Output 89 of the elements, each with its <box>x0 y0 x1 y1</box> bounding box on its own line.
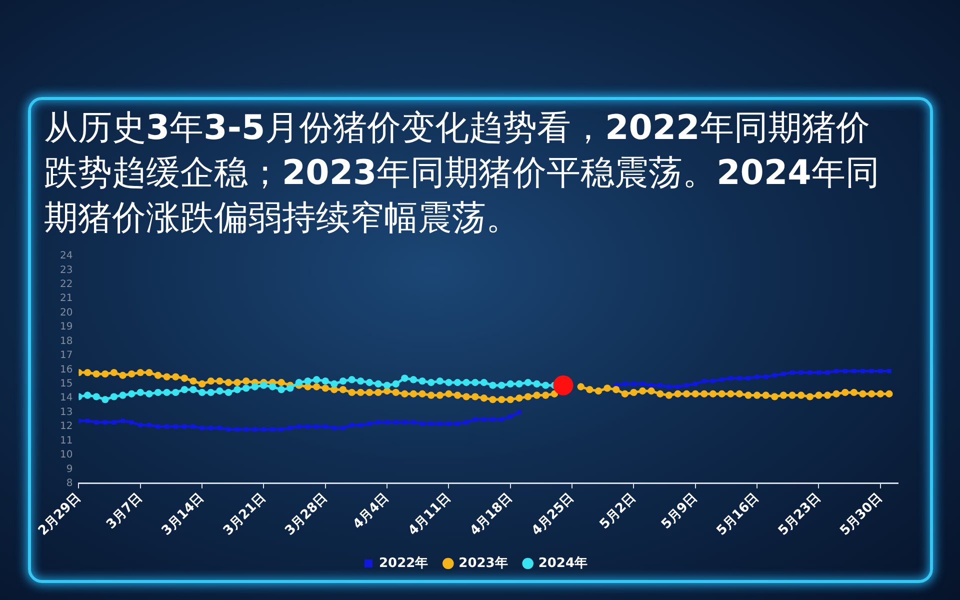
point <box>418 377 426 385</box>
point <box>286 384 294 392</box>
point <box>454 378 462 386</box>
point <box>533 380 540 388</box>
point <box>234 386 241 394</box>
point <box>392 380 400 388</box>
point <box>348 376 356 384</box>
point <box>524 378 532 386</box>
point <box>480 378 488 386</box>
x-tick-label: 3月7日 <box>104 490 146 532</box>
point <box>542 382 550 389</box>
point <box>268 383 276 390</box>
point <box>401 374 408 382</box>
point <box>163 388 170 396</box>
y-tick-label: 23 <box>60 264 73 276</box>
x-tick-label: 5月2日 <box>597 490 639 532</box>
y-tick-label: 8 <box>66 478 73 489</box>
x-tick-label: 5月23日 <box>776 490 824 539</box>
point <box>84 392 92 399</box>
point <box>489 382 496 389</box>
legend-label: 2023年 <box>458 556 508 571</box>
x-tick-label: 3月28日 <box>282 490 331 539</box>
y-tick-label: 13 <box>60 406 73 418</box>
point <box>295 378 303 386</box>
point <box>330 380 338 388</box>
point <box>180 386 188 394</box>
y-tick-label: 16 <box>60 364 73 376</box>
point <box>553 375 574 396</box>
x-tick-label: 4月11日 <box>406 490 454 539</box>
x-tick-label: 2月29日 <box>36 490 84 539</box>
y-tick-label: 15 <box>60 378 73 390</box>
point <box>506 380 514 388</box>
point <box>136 388 144 396</box>
x-tick-label: 4月25日 <box>529 490 578 539</box>
y-tick-label: 14 <box>60 392 73 404</box>
point <box>198 388 206 396</box>
chart-title: 从历史3年3-5月份猪价变化趋势看，2022年同期猪价跌势趋缓企稳；2023年同期猪价平稳震荡。2024年同期猪价涨跌偏弱持续窄幅震荡。 <box>44 108 880 238</box>
point <box>224 388 232 396</box>
point <box>119 392 126 399</box>
point <box>154 388 162 396</box>
x-tick-label: 3月21日 <box>220 490 269 539</box>
point <box>516 380 523 388</box>
point <box>374 380 382 388</box>
point <box>462 378 470 386</box>
point <box>366 378 374 386</box>
y-tick-label: 24 <box>60 250 73 262</box>
point <box>128 390 136 398</box>
point <box>312 376 320 384</box>
point <box>216 387 224 395</box>
point <box>251 383 259 390</box>
point <box>383 382 391 389</box>
point <box>410 376 418 384</box>
x-tick-label: 3月14日 <box>159 490 208 539</box>
point <box>260 382 268 389</box>
x-tick-label: 5月9日 <box>658 490 701 532</box>
point <box>102 396 109 404</box>
point <box>110 393 118 400</box>
y-tick-label: 22 <box>60 279 73 290</box>
point <box>428 378 435 386</box>
point <box>445 378 452 386</box>
point <box>242 384 250 392</box>
point <box>146 390 153 398</box>
point <box>172 388 180 396</box>
point <box>278 386 285 394</box>
point <box>207 388 214 396</box>
y-tick-label: 11 <box>60 435 73 446</box>
y-tick-label: 12 <box>60 421 73 432</box>
point <box>472 378 479 386</box>
point <box>92 393 100 400</box>
point <box>322 377 329 385</box>
legend-label: 2022年 <box>378 556 428 571</box>
y-tick-label: 21 <box>60 293 73 304</box>
x-tick-label: 5月30日 <box>837 490 886 539</box>
x-tick-label: 4月4日 <box>350 490 392 532</box>
y-tick-label: 18 <box>60 336 73 347</box>
point <box>436 377 444 385</box>
point <box>498 382 506 389</box>
point <box>304 377 312 385</box>
x-tick-label: 4月18日 <box>467 490 516 539</box>
point <box>339 377 347 385</box>
y-tick-label: 20 <box>60 307 73 318</box>
legend-label: 2024年 <box>538 556 588 571</box>
y-tick-label: 17 <box>60 350 73 362</box>
point <box>357 377 364 385</box>
y-tick-label: 19 <box>60 322 73 333</box>
y-tick-label: 10 <box>60 450 73 461</box>
x-tick-label: 5月16日 <box>714 490 762 539</box>
point <box>190 386 197 394</box>
y-tick-label: 9 <box>66 464 73 475</box>
